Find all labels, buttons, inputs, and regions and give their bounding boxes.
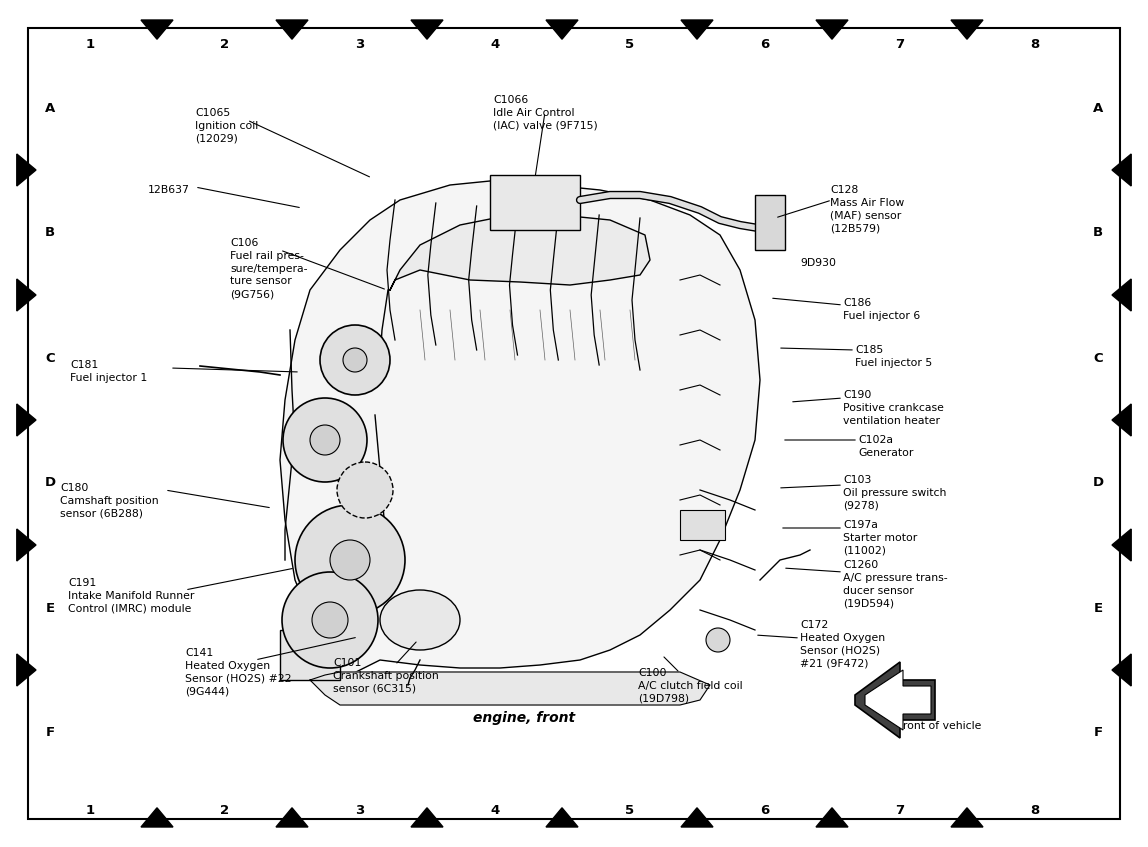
Polygon shape [276, 808, 308, 827]
Text: D: D [1093, 477, 1103, 490]
Text: 5: 5 [626, 38, 635, 52]
Text: 1: 1 [85, 804, 94, 817]
Text: C172
Heated Oxygen
Sensor (HO2S)
#21 (9F472): C172 Heated Oxygen Sensor (HO2S) #21 (9F… [800, 620, 885, 668]
Circle shape [284, 398, 367, 482]
Text: engine, front: engine, front [473, 711, 575, 725]
Text: C103
Oil pressure switch
(9278): C103 Oil pressure switch (9278) [843, 475, 946, 511]
Text: 9D930: 9D930 [800, 258, 836, 268]
Circle shape [320, 325, 390, 395]
Polygon shape [141, 808, 173, 827]
Text: C180
Camshaft position
sensor (6B288): C180 Camshaft position sensor (6B288) [60, 483, 158, 518]
Polygon shape [855, 662, 934, 738]
Bar [755, 195, 785, 250]
Polygon shape [17, 404, 36, 436]
Circle shape [706, 628, 730, 652]
Text: 7: 7 [895, 38, 905, 52]
Text: E: E [1093, 601, 1102, 615]
Text: A: A [45, 102, 55, 114]
Text: 6: 6 [760, 804, 769, 817]
Text: C190
Positive crankcase
ventilation heater: C190 Positive crankcase ventilation heat… [843, 390, 944, 425]
Text: C: C [45, 352, 55, 364]
Text: C141
Heated Oxygen
Sensor (HO2S) #22
(9G444): C141 Heated Oxygen Sensor (HO2S) #22 (9G… [185, 648, 292, 696]
Text: C: C [1093, 352, 1103, 364]
Text: 8: 8 [1031, 804, 1040, 817]
Text: 6: 6 [760, 38, 769, 52]
Polygon shape [1112, 279, 1131, 311]
Text: 12B637: 12B637 [148, 185, 189, 195]
Ellipse shape [380, 590, 460, 650]
Text: B: B [1093, 226, 1103, 240]
Text: 3: 3 [356, 804, 365, 817]
Text: C128
Mass Air Flow
(MAF) sensor
(12B579): C128 Mass Air Flow (MAF) sensor (12B579) [830, 185, 905, 234]
Polygon shape [681, 808, 713, 827]
Bar [490, 175, 580, 230]
Polygon shape [1112, 654, 1131, 686]
Text: C181
Fuel injector 1: C181 Fuel injector 1 [70, 360, 147, 383]
Text: 7: 7 [895, 804, 905, 817]
Circle shape [295, 505, 405, 615]
Circle shape [282, 572, 378, 668]
Polygon shape [17, 529, 36, 561]
Polygon shape [141, 20, 173, 39]
Text: 1: 1 [85, 38, 94, 52]
Text: D: D [45, 477, 55, 490]
Text: C102a
Generator: C102a Generator [858, 435, 914, 457]
Circle shape [338, 462, 393, 518]
Polygon shape [951, 20, 983, 39]
Polygon shape [1112, 154, 1131, 186]
Text: C185
Fuel injector 5: C185 Fuel injector 5 [855, 345, 932, 368]
Polygon shape [816, 808, 848, 827]
Text: A: A [1093, 102, 1103, 114]
Bar [280, 630, 340, 680]
Polygon shape [310, 672, 709, 705]
Text: C197a
Starter motor
(11002): C197a Starter motor (11002) [843, 520, 917, 556]
Text: 2: 2 [220, 38, 230, 52]
Text: E: E [46, 601, 55, 615]
Text: 4: 4 [490, 38, 499, 52]
Polygon shape [390, 215, 650, 290]
Polygon shape [1112, 404, 1131, 436]
Text: C1065
Ignition coil
(12029): C1065 Ignition coil (12029) [195, 108, 258, 144]
Circle shape [329, 540, 370, 580]
Text: 4: 4 [490, 804, 499, 817]
Polygon shape [276, 20, 308, 39]
Polygon shape [17, 154, 36, 186]
Text: front of vehicle: front of vehicle [899, 721, 982, 731]
Text: 3: 3 [356, 38, 365, 52]
Polygon shape [864, 670, 931, 730]
Text: C1066
Idle Air Control
(IAC) valve (9F715): C1066 Idle Air Control (IAC) valve (9F71… [492, 95, 598, 130]
Text: F: F [46, 727, 55, 739]
Polygon shape [681, 20, 713, 39]
Polygon shape [17, 654, 36, 686]
Text: B: B [45, 226, 55, 240]
Polygon shape [411, 808, 443, 827]
Polygon shape [816, 20, 848, 39]
Text: 8: 8 [1031, 38, 1040, 52]
Text: 5: 5 [626, 804, 635, 817]
Circle shape [312, 602, 348, 638]
Polygon shape [280, 180, 760, 680]
Text: F: F [1093, 727, 1102, 739]
Bar [680, 510, 726, 540]
Circle shape [310, 425, 340, 455]
Polygon shape [951, 808, 983, 827]
Text: C191
Intake Manifold Runner
Control (IMRC) module: C191 Intake Manifold Runner Control (IMR… [68, 578, 194, 613]
Polygon shape [17, 279, 36, 311]
Text: C1260
A/C pressure trans-
ducer sensor
(19D594): C1260 A/C pressure trans- ducer sensor (… [843, 560, 947, 608]
Polygon shape [546, 808, 577, 827]
Circle shape [343, 348, 367, 372]
Polygon shape [1112, 529, 1131, 561]
Text: C100
A/C clutch field coil
(19D798): C100 A/C clutch field coil (19D798) [638, 668, 743, 704]
Text: C106
Fuel rail pres-
sure/tempera-
ture sensor
(9G756): C106 Fuel rail pres- sure/tempera- ture … [230, 238, 308, 299]
Polygon shape [546, 20, 577, 39]
Text: C186
Fuel injector 6: C186 Fuel injector 6 [843, 298, 921, 321]
Text: 2: 2 [220, 804, 230, 817]
Text: C101
Crankshaft position
sensor (6C315): C101 Crankshaft position sensor (6C315) [333, 658, 439, 694]
Polygon shape [411, 20, 443, 39]
